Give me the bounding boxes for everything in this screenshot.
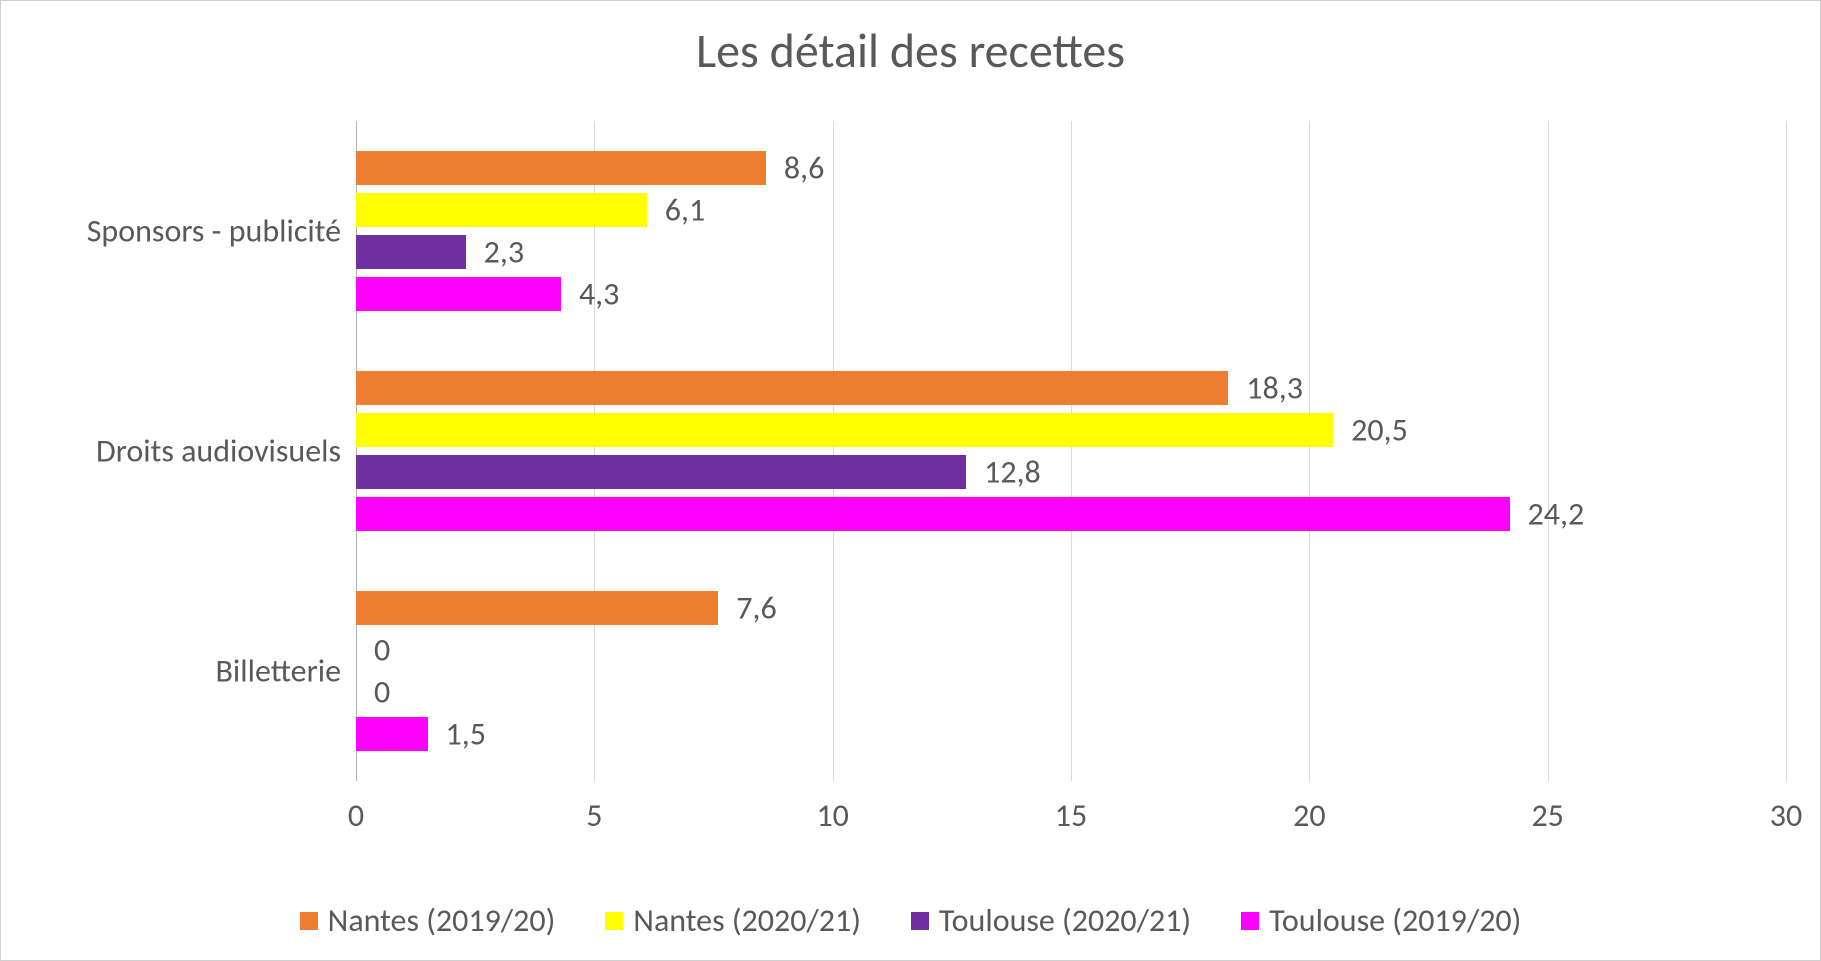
bar-value-label: 7,6 [736,589,776,628]
bar [356,591,718,625]
x-tick-label: 20 [1293,796,1325,835]
bar-value-label: 12,8 [984,453,1041,492]
grid-line [1071,121,1072,781]
x-tick-label: 25 [1531,796,1563,835]
legend-label: Nantes (2020/21) [633,901,861,940]
y-category-label: Sponsors - publicité [1,212,341,251]
y-category-label: Billetterie [1,652,341,691]
x-tick-label: 15 [1055,796,1087,835]
legend-item: Toulouse (2019/20) [1241,901,1521,940]
legend-item: Nantes (2019/20) [300,901,556,940]
bar-value-label: 0 [374,631,390,670]
legend: Nantes (2019/20) Nantes (2020/21) Toulouse… [1,901,1820,940]
bar [356,235,466,269]
chart-title: Les détail des recettes [1,21,1820,80]
x-tick-label: 30 [1770,796,1802,835]
bar-value-label: 4,3 [579,275,619,314]
x-tick-label: 10 [816,796,848,835]
bar-value-label: 0 [374,673,390,712]
bar-value-label: 18,3 [1246,369,1303,408]
bar-value-label: 8,6 [784,149,824,188]
bar [356,455,966,489]
legend-swatch [911,912,929,930]
bar [356,277,561,311]
bar [356,193,647,227]
legend-swatch [1241,912,1259,930]
legend-label: Toulouse (2020/21) [939,901,1191,940]
x-tick-label: 0 [348,796,364,835]
grid-line [1309,121,1310,781]
grid-line [1786,121,1787,781]
y-category-label: Droits audiovisuels [1,432,341,471]
legend-item: Toulouse (2020/21) [911,901,1191,940]
bar [356,497,1510,531]
legend-label: Toulouse (2019/20) [1269,901,1521,940]
bar [356,151,766,185]
x-tick-label: 5 [586,796,602,835]
bar-value-label: 24,2 [1528,495,1585,534]
legend-swatch [300,912,318,930]
bar [356,717,428,751]
bar [356,371,1228,405]
grid-line [833,121,834,781]
bar-value-label: 1,5 [446,715,486,754]
bar-value-label: 6,1 [665,191,705,230]
legend-swatch [605,912,623,930]
legend-item: Nantes (2020/21) [605,901,861,940]
bar-value-label: 20,5 [1351,411,1408,450]
legend-label: Nantes (2019/20) [328,901,556,940]
chart-container: Les détail des recettes 8,6 6,1 2,3 4,3 18,3… [0,0,1821,961]
bar-value-label: 2,3 [484,233,524,272]
grid-line [1548,121,1549,781]
bar [356,413,1333,447]
plot-area: 8,6 6,1 2,3 4,3 18,3 20,5 12,8 24,2 7,6 00 1,5 [356,121,1786,781]
